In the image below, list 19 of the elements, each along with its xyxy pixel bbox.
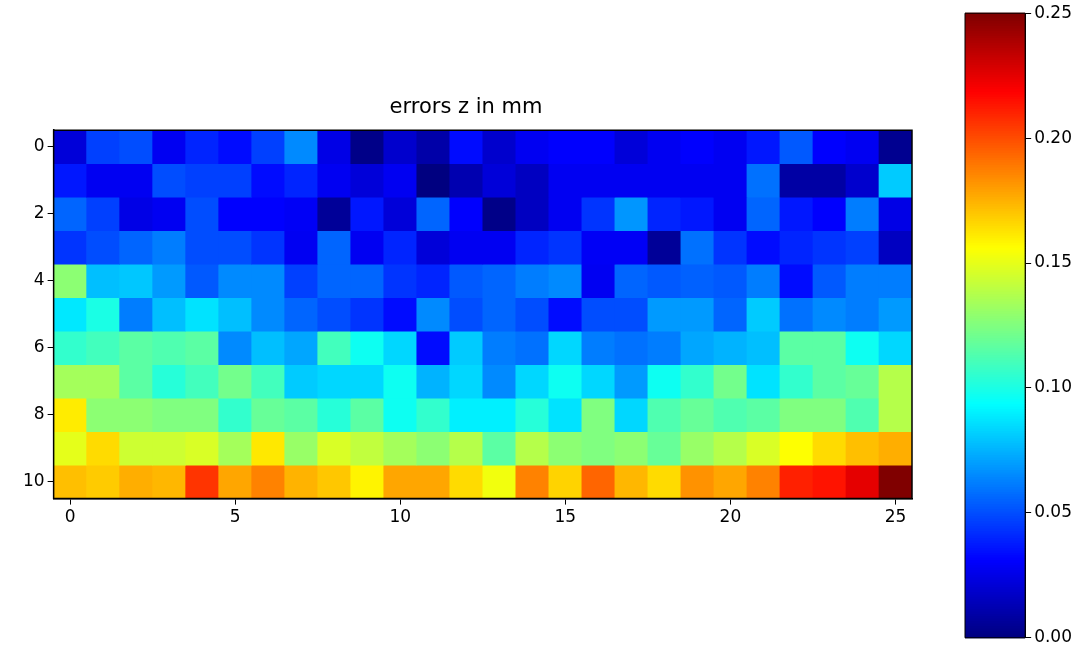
color-bar-label: 0.15 [1034,251,1073,272]
y-tick-label: 2 [33,202,45,223]
y-tick-label: 10 [22,470,45,491]
color-bar-label: 0.20 [1034,126,1073,147]
x-tick-label: 20 [719,506,742,527]
color-bar-label: 0.05 [1034,501,1073,522]
x-tick-label: 25 [884,506,907,527]
y-tick-label: 4 [33,269,45,290]
y-tick-label: 8 [33,403,45,424]
x-tick-label: 10 [389,506,412,527]
chart-title: errors z in mm [389,94,543,119]
color-bar-label: 0.00 [1034,626,1073,647]
y-tick-label: 6 [33,336,45,357]
x-tick-label: 15 [554,506,577,527]
y-tick-label: 0 [33,135,45,156]
x-tick-label: 5 [229,506,241,527]
x-tick-label: 0 [64,506,76,527]
color-bar-label: 0.25 [1034,1,1073,22]
color-bar-label: 0.10 [1034,376,1073,397]
